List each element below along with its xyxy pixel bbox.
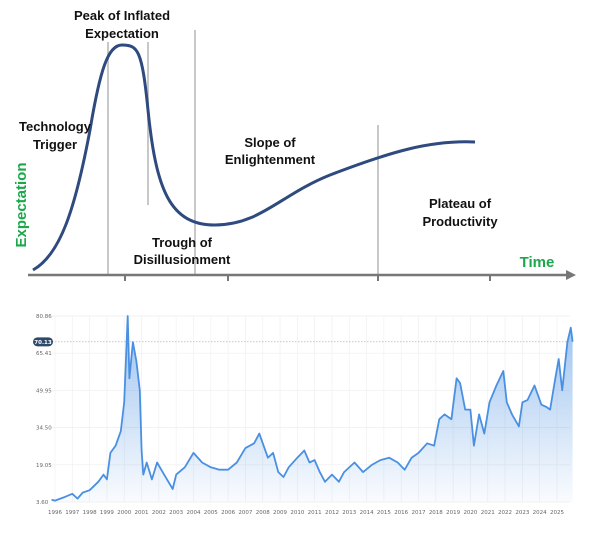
x-tick-label: 2009 <box>273 510 287 516</box>
x-tick-label: 2015 <box>377 510 391 516</box>
label-plateau-2: Productivity <box>422 214 498 229</box>
x-tick-label: 2012 <box>325 510 339 516</box>
x-tick-label: 2019 <box>446 510 460 516</box>
y-tick-label: 19.05 <box>36 463 52 469</box>
label-technology-trigger-2: Trigger <box>33 137 77 152</box>
x-tick-label: 1996 <box>48 510 62 516</box>
x-tick-label: 2005 <box>204 510 218 516</box>
label-slope-2: Enlightenment <box>225 152 316 167</box>
x-tick-label: 2002 <box>152 510 166 516</box>
y-tick-label: 65.41 <box>36 351 52 357</box>
x-tick-label: 1997 <box>65 510 79 516</box>
x-tick-label: 2003 <box>169 510 183 516</box>
price-chart: 3.60 19.05 34.50 49.95 65.41 80.86 1996 1997 199… <box>33 314 574 516</box>
hype-curve <box>32 43 476 272</box>
label-slope-1: Slope of <box>244 135 296 150</box>
x-tick-label: 2010 <box>290 510 304 516</box>
x-tick-label: 2024 <box>533 510 547 516</box>
label-peak-2: Expectation <box>85 26 159 41</box>
x-tick-label: 2022 <box>498 510 512 516</box>
x-tick-label: 2011 <box>308 510 322 516</box>
y-tick-label: 49.95 <box>36 388 52 394</box>
x-tick-label: 2025 <box>550 510 564 516</box>
x-tick-label: 2023 <box>515 510 529 516</box>
price-line <box>51 315 574 502</box>
x-tick-label: 2007 <box>238 510 252 516</box>
label-peak-1: Peak of Inflated <box>74 8 170 23</box>
area-fill <box>51 316 573 502</box>
current-value-badge <box>33 337 53 347</box>
expectation-axis-label: Expectation <box>13 162 30 247</box>
axis-arrow-icon <box>566 270 576 280</box>
hype-cycle-diagram: Technology Trigger Peak of Inflated Expe… <box>13 8 576 281</box>
y-tick-label: 80.86 <box>36 314 52 320</box>
x-tick-label: 2004 <box>186 510 200 516</box>
x-tick-label: 2000 <box>117 510 131 516</box>
label-plateau-1: Plateau of <box>429 196 492 211</box>
time-axis-label: Time <box>520 254 555 271</box>
x-tick-label: 2013 <box>342 510 356 516</box>
current-value-label: 70.13 <box>34 340 52 346</box>
x-tick-label: 2016 <box>394 510 408 516</box>
y-tick-label: 3.60 <box>36 500 49 506</box>
label-trough-1: Trough of <box>152 235 213 250</box>
x-tick-label: 2006 <box>221 510 235 516</box>
label-technology-trigger-1: Technology <box>19 119 92 134</box>
axis-ticks <box>124 275 491 281</box>
x-tick-label: 2020 <box>463 510 477 516</box>
x-tick-label: 2021 <box>481 510 495 516</box>
x-tick-label: 2008 <box>256 510 270 516</box>
x-tick-label: 1999 <box>100 510 114 516</box>
x-tick-label: 1998 <box>83 510 97 516</box>
x-tick-label: 2001 <box>135 510 149 516</box>
x-tick-label: 2018 <box>429 510 443 516</box>
y-tick-label: 34.50 <box>36 426 52 432</box>
x-tick-label: 2017 <box>412 510 426 516</box>
x-tick-label: 2014 <box>360 510 374 516</box>
label-trough-2: Disillusionment <box>134 252 231 267</box>
